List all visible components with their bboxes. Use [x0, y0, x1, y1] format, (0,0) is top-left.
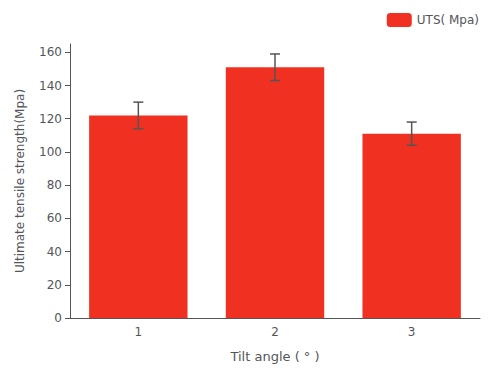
svg-text:80: 80 [47, 178, 62, 192]
svg-text:160: 160 [39, 45, 62, 59]
svg-text:Tilt angle ( ° ): Tilt angle ( ° ) [229, 349, 319, 364]
svg-text:120: 120 [39, 112, 62, 126]
svg-text:Ultimate tensile strength(Mpa): Ultimate tensile strength(Mpa) [13, 89, 27, 273]
svg-text:140: 140 [39, 79, 62, 93]
svg-text:100: 100 [39, 145, 62, 159]
svg-text:1: 1 [135, 325, 143, 339]
svg-text:20: 20 [47, 278, 62, 292]
svg-text:40: 40 [47, 245, 62, 259]
svg-text:0: 0 [54, 311, 62, 325]
svg-text:60: 60 [47, 211, 62, 225]
svg-text:UTS( Mpa): UTS( Mpa) [417, 13, 479, 27]
svg-text:2: 2 [271, 325, 279, 339]
svg-text:3: 3 [408, 325, 416, 339]
